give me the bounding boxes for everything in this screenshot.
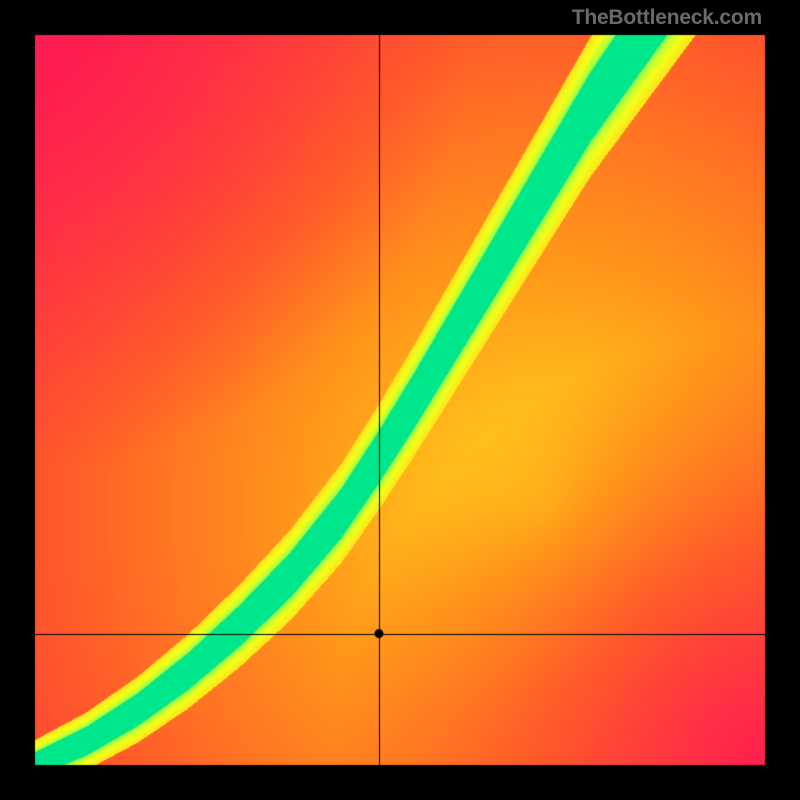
chart-root: TheBottleneck.com (0, 0, 800, 800)
attribution-text: TheBottleneck.com (572, 6, 762, 30)
heatmap-canvas (0, 0, 800, 800)
